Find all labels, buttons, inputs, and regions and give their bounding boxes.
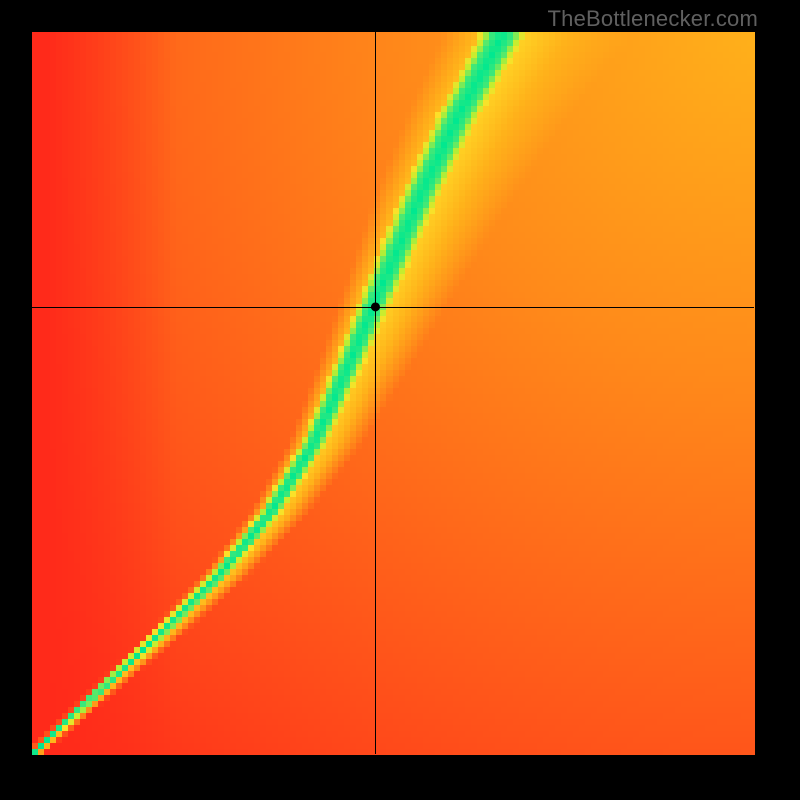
bottleneck-heatmap [0,0,800,800]
watermark-text: TheBottlenecker.com [548,6,758,32]
